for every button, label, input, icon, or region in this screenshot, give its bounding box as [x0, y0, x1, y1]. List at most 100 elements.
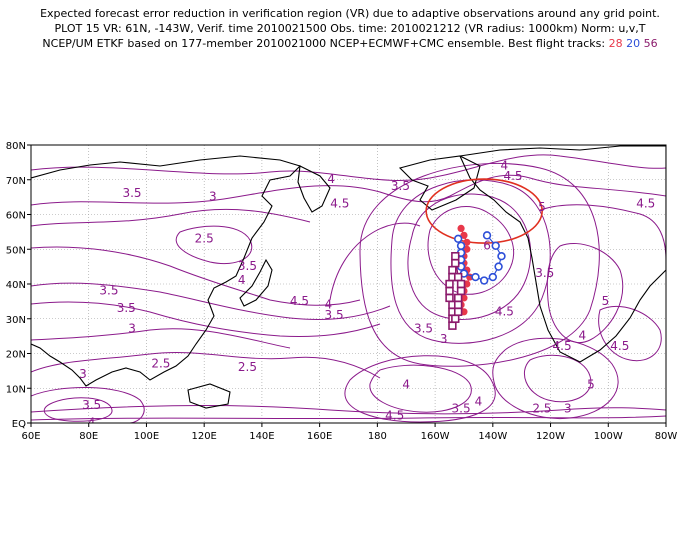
lat-tick-label: 10N	[6, 384, 26, 395]
track-56-label: 56	[643, 37, 658, 50]
contour-label: 3	[79, 367, 87, 381]
flight-track-56-point	[448, 265, 457, 275]
flight-track-56-point	[448, 321, 457, 330]
contour-label: 3.5	[391, 179, 410, 193]
lon-tick-label: 80E	[79, 431, 98, 442]
contour-label: 3.5	[238, 259, 257, 273]
flight-track-20-point	[491, 241, 500, 250]
contour-line	[427, 206, 515, 295]
contour-label: 6	[483, 238, 491, 252]
lat-tick-label: 60N	[6, 211, 26, 222]
lat-tick-label: EQ	[12, 419, 26, 430]
flight-track-56-point	[451, 252, 460, 261]
contour-label: 4	[501, 158, 509, 172]
contour-line	[539, 204, 666, 261]
contour-label: 3.5	[122, 186, 141, 200]
lon-tick-label: 160E	[307, 431, 332, 442]
contour-label: 4.5	[610, 339, 629, 353]
contour-line	[31, 415, 666, 421]
lat-tick-label: 40N	[6, 280, 26, 291]
flight-track-56-point	[456, 286, 466, 296]
contour-line	[175, 225, 253, 264]
contour-label: 3.5	[535, 266, 554, 280]
header-line-2: PLOT 15 VR: 61N, -143W, Verif. time 2010…	[54, 22, 646, 35]
contour-label: 4	[88, 415, 96, 429]
flight-track-20-point	[494, 262, 503, 271]
flight-track-56-point	[451, 258, 460, 268]
header-line-3-text: NCEP/UM ETKF based on 177-member 2010021…	[42, 37, 606, 50]
contour-label: 3.5	[452, 402, 471, 416]
contour-line	[344, 355, 496, 423]
contour-line	[31, 154, 666, 181]
contour-label: 4	[578, 329, 586, 343]
contour-label: 5	[587, 377, 595, 391]
flight-track-20-point	[482, 231, 492, 240]
flight-track-20-point	[488, 272, 498, 282]
asia-coastline	[31, 155, 302, 387]
flight-track-20-point	[479, 276, 489, 285]
lon-tick-label: 100E	[134, 431, 159, 442]
verification-region-circle	[425, 178, 543, 244]
contour-label: 2.5	[195, 231, 214, 245]
track-20-label: 20	[626, 37, 641, 50]
flight-track-56-point	[445, 286, 454, 296]
contour-label: 3.5	[117, 301, 136, 315]
coastlines	[31, 145, 666, 409]
contour-line	[31, 301, 381, 337]
contour-line	[31, 174, 666, 206]
contour-label: 5	[602, 294, 610, 308]
contour-label: 4	[402, 377, 410, 391]
lon-tick-label: 120E	[191, 431, 216, 442]
contour-label: 2.5	[151, 356, 170, 370]
alaska-coastline	[398, 155, 481, 211]
contour-label: 2.5	[238, 360, 257, 374]
contour-line	[31, 328, 291, 349]
north-america-coastline	[459, 145, 666, 363]
contour-line	[329, 222, 421, 301]
contour-label: 4.5	[385, 409, 404, 423]
flight-track-56-point	[445, 293, 454, 303]
contour-label: 3.5	[99, 283, 118, 297]
contour-label: 3.5	[414, 322, 433, 336]
contour-line	[31, 351, 381, 379]
axis-ticks: 60E 80E 100E 120E 140E 160E 180 160W 140W 120W 100…	[6, 141, 678, 442]
header-line-3: NCEP/UM ETKF based on 177-member 2010021…	[0, 36, 700, 51]
lon-tick-label: 100W	[594, 431, 623, 442]
flight-track-28-point	[460, 231, 468, 239]
contour-lines	[31, 154, 666, 423]
lat-tick-label: 20N	[6, 350, 26, 361]
lon-tick-label: 120W	[536, 431, 565, 442]
flight-track-56-point	[453, 293, 463, 303]
flight-track-20-point	[453, 234, 463, 244]
contour-label: 3	[209, 190, 217, 204]
contour-label: 4.5	[495, 304, 514, 318]
contour-line	[369, 364, 472, 413]
contour-label: 3	[440, 332, 448, 346]
south-asia-islands	[187, 383, 231, 409]
flight-track-20-point	[456, 241, 466, 250]
lat-tick-label: 50N	[6, 245, 26, 256]
header-line-1: Expected forecast error reduction in ver…	[40, 7, 660, 20]
contour-label: 4.5	[503, 169, 522, 183]
lon-tick-label: 60E	[21, 431, 40, 442]
contour-label: 5	[538, 200, 546, 214]
contour-line	[598, 305, 662, 362]
contour-line	[359, 162, 600, 367]
contour-label: 4	[324, 297, 332, 311]
track-28-label: 28	[608, 37, 623, 50]
flight-tracks	[445, 224, 506, 330]
contour-label: 4	[475, 395, 483, 409]
lat-tick-label: 30N	[6, 315, 26, 326]
flight-track-28-point	[457, 224, 465, 232]
contour-label: 2.5	[532, 402, 551, 416]
flight-track-56-point	[453, 307, 463, 316]
lon-tick-label: 140E	[249, 431, 274, 442]
contour-line	[31, 282, 391, 320]
contour-line	[390, 179, 551, 344]
contour-line	[31, 246, 361, 306]
contour-line	[546, 242, 624, 343]
contour-line	[524, 354, 592, 403]
contour-label: 3	[128, 322, 136, 336]
kamchatka-coastline	[297, 165, 331, 213]
